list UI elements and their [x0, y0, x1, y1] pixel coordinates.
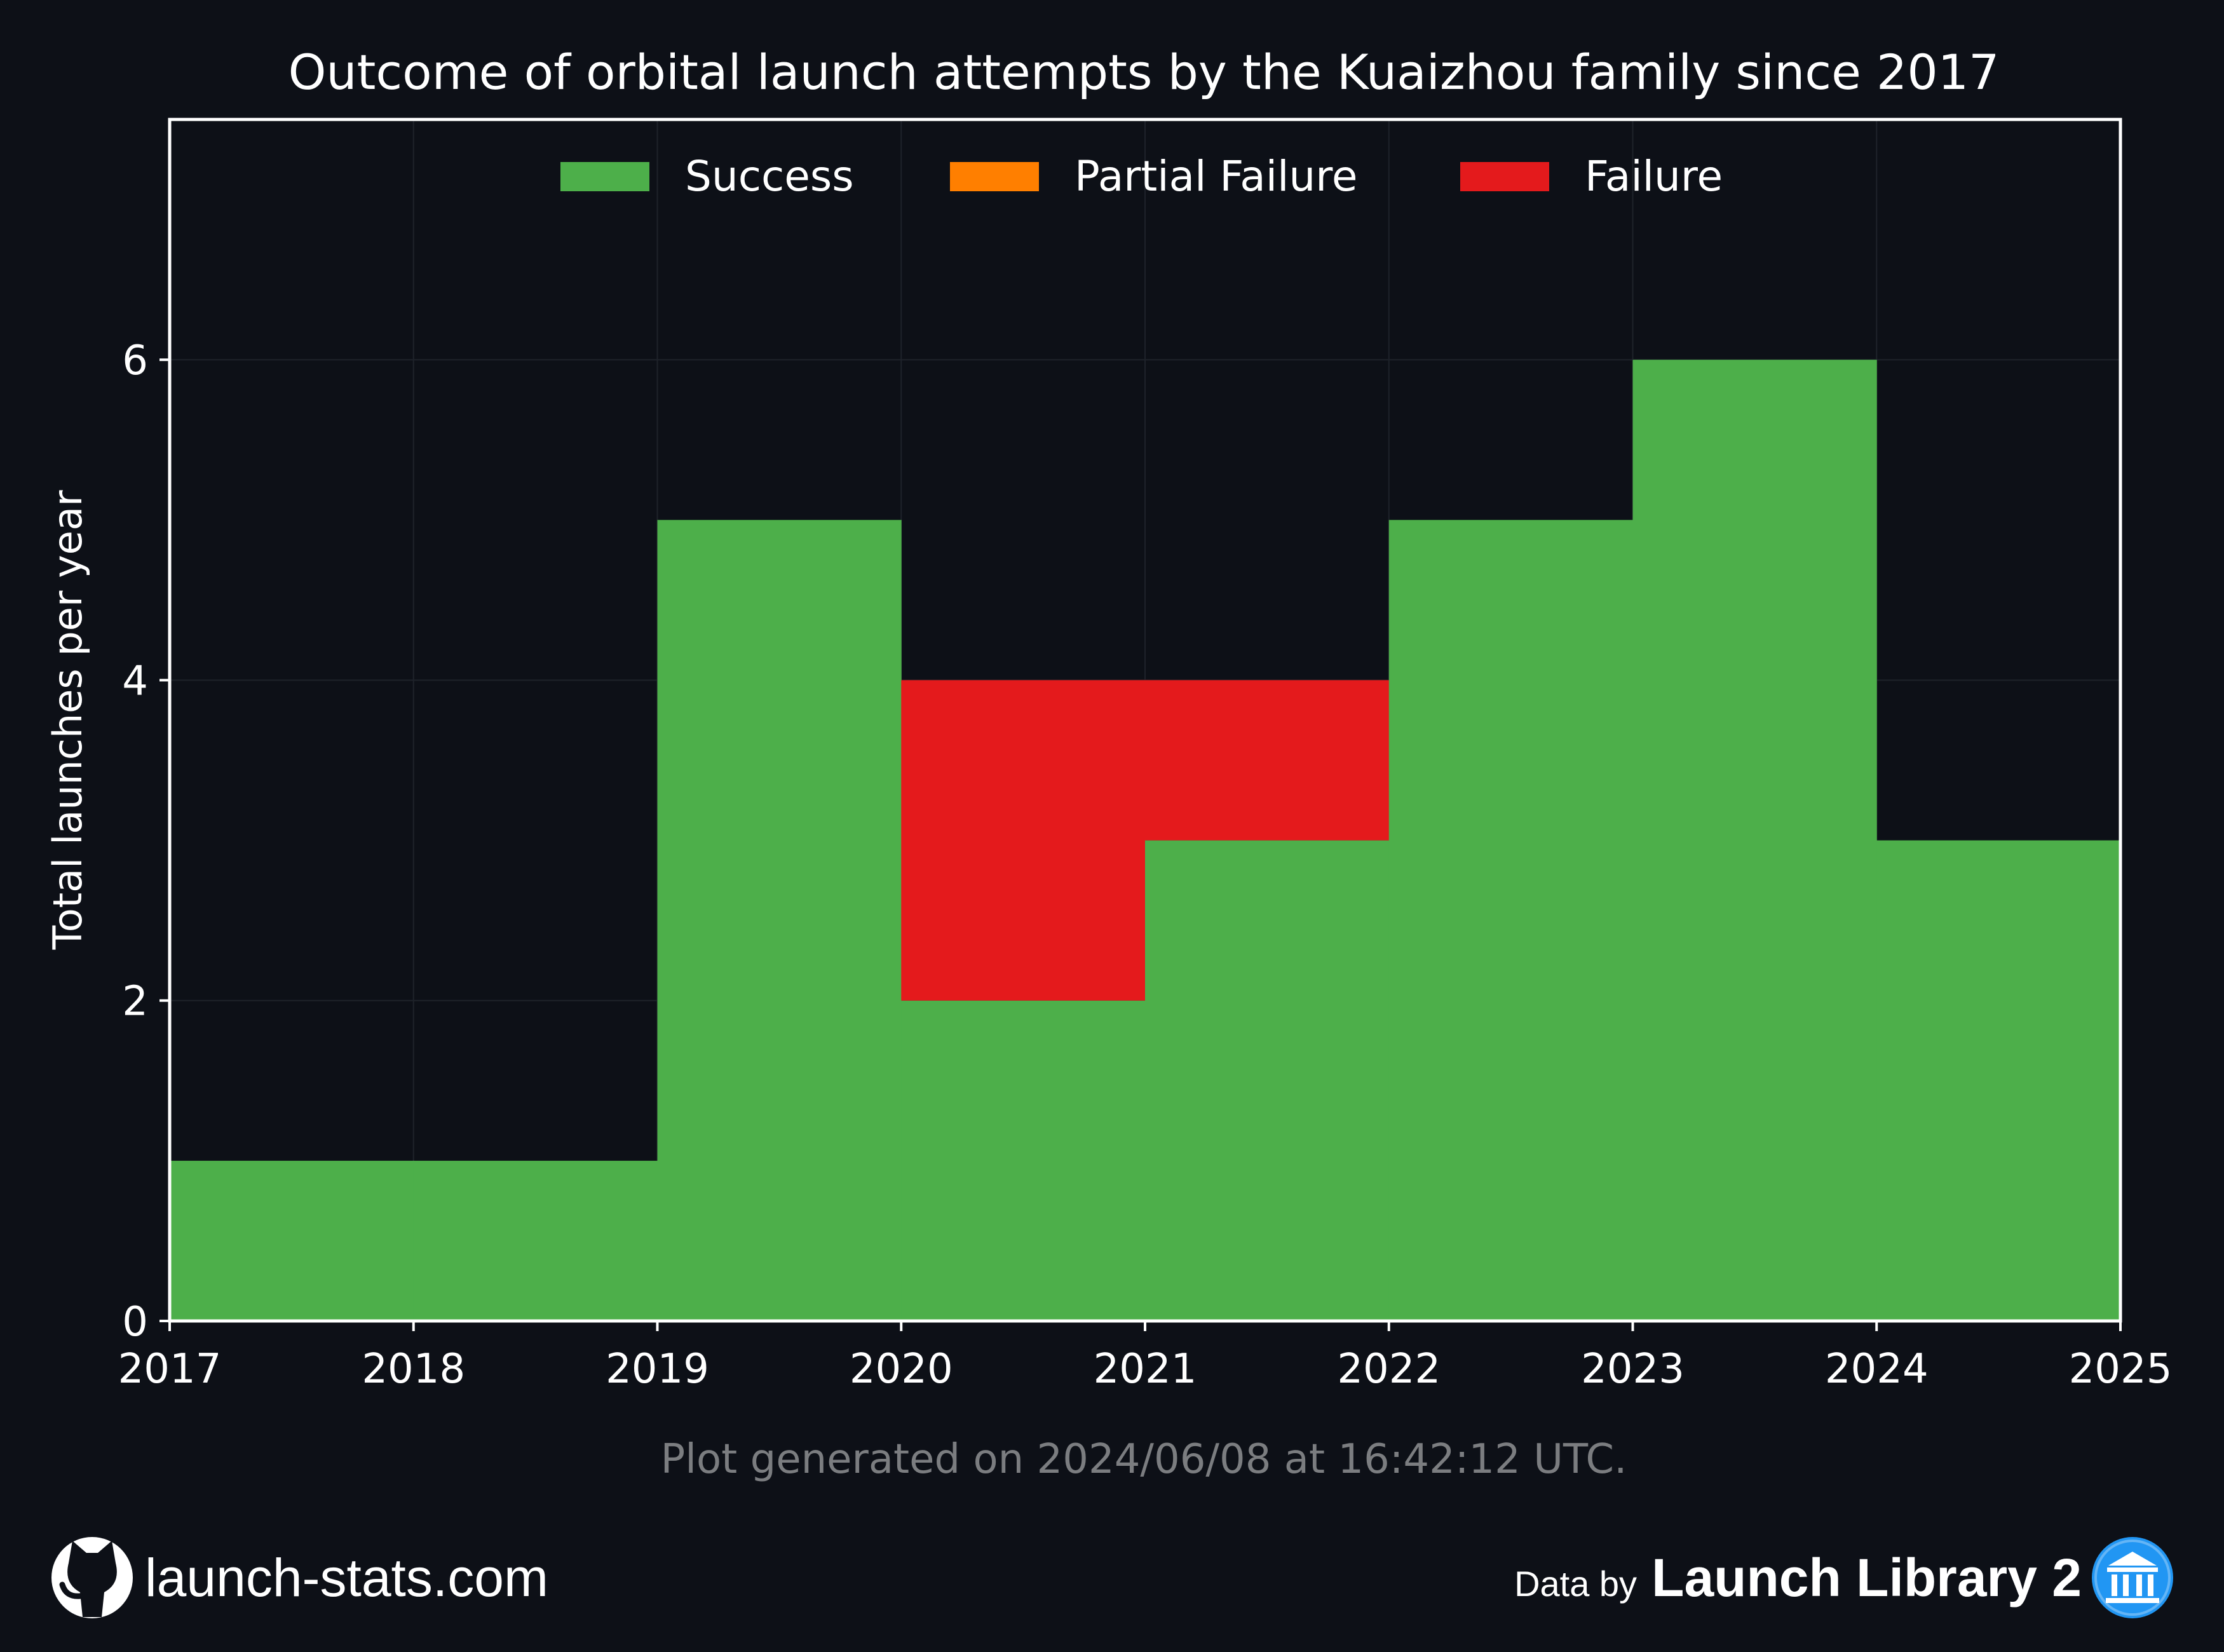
x-tick-label: 2022 [1337, 1346, 1441, 1393]
bar-success-2022 [1388, 520, 1633, 1322]
github-icon [51, 1537, 133, 1618]
x-tick-label: 2025 [2069, 1346, 2173, 1393]
y-tick-label: 0 [122, 1299, 148, 1346]
legend-label: Partial Failure [1075, 152, 1358, 201]
y-axis: 0 2 4 6 [122, 337, 170, 1346]
y-tick-label: 4 [122, 658, 148, 705]
bar-success-2019 [657, 520, 902, 1322]
data-source-label: Launch Library 2 [1651, 1548, 2082, 1608]
bar-success-2017 [170, 1160, 414, 1321]
y-tick-label: 6 [122, 337, 148, 384]
data-by-prefix: Data by [1514, 1564, 1637, 1604]
legend-swatch [1460, 162, 1549, 191]
library-icon [2092, 1537, 2173, 1618]
bar-failure-2020 [901, 680, 1146, 1001]
bar-success-2024 [1876, 840, 2121, 1321]
legend-label: Failure [1585, 152, 1723, 201]
x-axis: 2017 2018 2019 2020 2021 2022 2023 2024 2025 [118, 1321, 2173, 1393]
bar-success-2018 [413, 1160, 658, 1321]
bar-success-2020 [901, 1000, 1146, 1321]
y-axis-label: Total launches per year [44, 490, 91, 950]
x-tick-label: 2018 [362, 1346, 465, 1393]
bar-success-2023 [1632, 360, 1877, 1322]
plot-area [170, 360, 2121, 1322]
chart-title: Outcome of orbital launch attempts by th… [288, 44, 2000, 100]
x-tick-label: 2019 [606, 1346, 709, 1393]
x-tick-label: 2020 [850, 1346, 953, 1393]
legend-label: Success [685, 152, 854, 201]
x-tick-label: 2024 [1825, 1346, 1929, 1393]
bar-success-2021 [1145, 840, 1390, 1321]
site-label[interactable]: launch-stats.com [145, 1548, 548, 1608]
x-tick-label: 2021 [1094, 1346, 1197, 1393]
y-tick-label: 2 [122, 978, 148, 1026]
plot-generated-note: Plot generated on 2024/06/08 at 16:42:12… [661, 1436, 1627, 1483]
x-tick-label: 2017 [118, 1346, 222, 1393]
x-tick-label: 2023 [1581, 1346, 1685, 1393]
legend: Success Partial Failure Failure [560, 152, 1723, 201]
data-by-label: Data by Launch Library 2 [1514, 1548, 2082, 1608]
legend-swatch [560, 162, 649, 191]
bar-failure-2021 [1145, 680, 1390, 841]
legend-swatch [950, 162, 1039, 191]
